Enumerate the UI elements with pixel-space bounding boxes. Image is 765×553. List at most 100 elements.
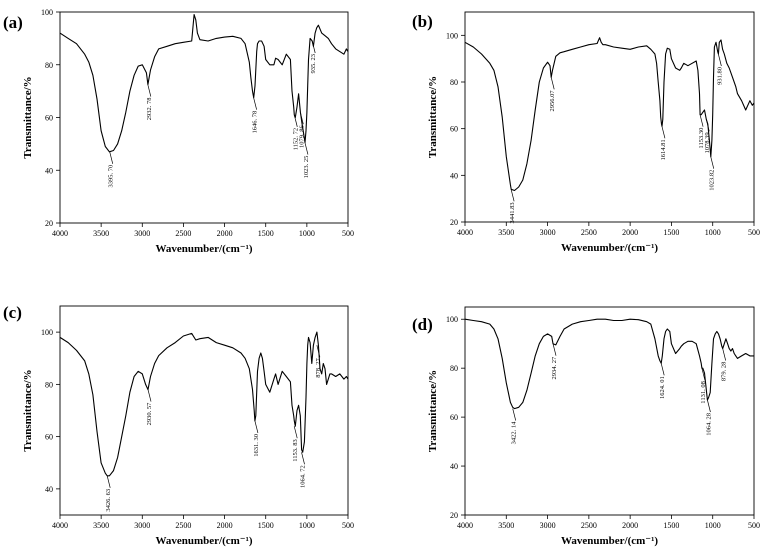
peak-leader-line xyxy=(722,348,727,361)
peak-leader-line xyxy=(550,77,555,90)
plot-frame xyxy=(59,305,349,516)
x-tick-label: 2000 xyxy=(217,229,233,238)
peak-label: 1153. 83 xyxy=(292,439,299,462)
peak-leader-line xyxy=(147,389,152,402)
peak-label: 2932. 78 xyxy=(146,98,153,121)
plot-frame xyxy=(59,11,349,224)
peak-label: 1646. 78 xyxy=(252,111,259,134)
peak-label: 1152. 72 xyxy=(292,128,299,151)
x-tick-label: 1000 xyxy=(299,229,315,238)
x-tick-label: 1500 xyxy=(258,229,274,238)
peak-label: 3426. 63 xyxy=(105,489,112,512)
y-axis-title: Transmittance/% xyxy=(427,370,439,452)
y-tick-label: 80 xyxy=(450,78,458,87)
peak-leader-line xyxy=(660,363,665,376)
peak-leader-line xyxy=(316,345,321,358)
peak-label: 1631. 30 xyxy=(253,434,260,457)
y-tick-label: 80 xyxy=(450,364,458,373)
y-axis-title: Transmittance/% xyxy=(22,76,34,158)
y-tick-label: 60 xyxy=(450,413,458,422)
peak-leader-line xyxy=(710,156,715,169)
peak-leader-line xyxy=(311,40,316,54)
x-tick-label: 3500 xyxy=(93,229,109,238)
panel-label: (b) xyxy=(412,12,433,31)
peak-leader-line xyxy=(293,426,298,439)
y-tick-label: 80 xyxy=(45,61,53,70)
spectrum-line xyxy=(59,331,349,477)
x-tick-label: 2500 xyxy=(581,521,597,530)
x-tick-label: 3500 xyxy=(93,521,109,530)
x-tick-label: 500 xyxy=(748,521,760,530)
peak-leader-line xyxy=(299,112,304,125)
peak-leader-line xyxy=(254,420,259,434)
peak-label: 1153.30 xyxy=(698,128,705,149)
panel-label: (c) xyxy=(3,303,22,322)
x-axis-title: Wavenumber/(cm⁻¹) xyxy=(155,535,252,547)
peak-label: 1064. 28 xyxy=(705,413,712,436)
chart-panel-4: (d) 4000 3500 3000 2500 2000 1500 1000 500 20 40 60… xyxy=(412,306,760,547)
peak-label: 931.80 xyxy=(716,67,723,85)
peak-leader-line xyxy=(552,343,557,356)
x-tick-label: 2000 xyxy=(217,521,233,530)
peak-leader-line xyxy=(718,53,722,67)
peak-label: 1064. 72 xyxy=(300,465,307,488)
peak-label: 2956.07 xyxy=(549,90,556,112)
chart-panel-1: (a) 4000 3500 3000 2500 2000 1500 1000 500 20 40 60… xyxy=(3,8,354,255)
peak-label: 3395. 70 xyxy=(108,165,115,188)
x-tick-label: 3500 xyxy=(498,228,514,237)
panel-label: (a) xyxy=(3,13,23,32)
x-tick-label: 2500 xyxy=(175,229,191,238)
x-tick-label: 2000 xyxy=(622,228,638,237)
y-tick-label: 20 xyxy=(450,511,458,520)
peak-leader-line xyxy=(707,399,711,413)
y-tick-label: 60 xyxy=(45,114,53,123)
x-tick-label: 500 xyxy=(342,229,354,238)
spectrum-line xyxy=(464,318,754,410)
x-tick-label: 4000 xyxy=(457,521,473,530)
peak-label: 878. 27 xyxy=(315,357,322,377)
x-tick-label: 3000 xyxy=(134,521,150,530)
peak-leader-line xyxy=(147,84,152,97)
y-tick-label: 40 xyxy=(45,166,53,175)
y-tick-label: 100 xyxy=(41,328,53,337)
peak-leader-line xyxy=(705,119,710,132)
peak-label: 3422. 14 xyxy=(511,421,518,445)
peak-leader-line xyxy=(304,142,309,155)
x-tick-label: 3000 xyxy=(540,228,556,237)
spectrum-line xyxy=(59,14,349,153)
plot-frame xyxy=(464,306,755,516)
x-tick-label: 2500 xyxy=(175,521,191,530)
peak-label: 3441.83 xyxy=(509,202,516,223)
peak-label: 1624. 01 xyxy=(659,376,666,399)
x-tick-label: 3500 xyxy=(498,521,514,530)
peak-leader-line xyxy=(253,97,257,110)
x-axis-title: Wavenumber/(cm⁻¹) xyxy=(155,243,252,255)
x-axis-title: Wavenumber/(cm⁻¹) xyxy=(561,535,658,547)
peak-label: 1079. 86 xyxy=(298,124,305,148)
peak-label: 2934. 27 xyxy=(551,356,558,380)
x-tick-label: 1500 xyxy=(258,521,274,530)
peak-leader-line xyxy=(106,475,111,488)
peak-leader-line xyxy=(510,189,515,202)
panel-label: (d) xyxy=(412,315,433,334)
x-tick-label: 1000 xyxy=(705,521,721,530)
x-tick-label: 500 xyxy=(342,521,354,530)
x-axis-title: Wavenumber/(cm⁻¹) xyxy=(561,242,658,254)
y-axis-title: Transmittance/% xyxy=(22,369,34,451)
chart-panel-2: (b) 4000 3500 3000 2500 2000 1500 1000 500 20 40 60… xyxy=(412,11,760,254)
peak-label: 1131. 08 xyxy=(700,381,707,404)
x-tick-label: 500 xyxy=(748,228,760,237)
peak-leader-line xyxy=(293,114,298,127)
peak-label: 1023. 25 xyxy=(303,156,310,179)
peak-label: 2930. 57 xyxy=(146,402,153,426)
peak-leader-line xyxy=(701,368,706,381)
peak-leader-line xyxy=(699,114,704,127)
y-tick-label: 100 xyxy=(41,8,53,17)
peak-label: 935. 23 xyxy=(310,54,317,73)
x-tick-label: 2000 xyxy=(622,521,638,530)
y-tick-label: 60 xyxy=(450,125,458,134)
peak-leader-line xyxy=(512,408,517,421)
x-tick-label: 4000 xyxy=(52,229,68,238)
x-tick-label: 3000 xyxy=(134,229,150,238)
